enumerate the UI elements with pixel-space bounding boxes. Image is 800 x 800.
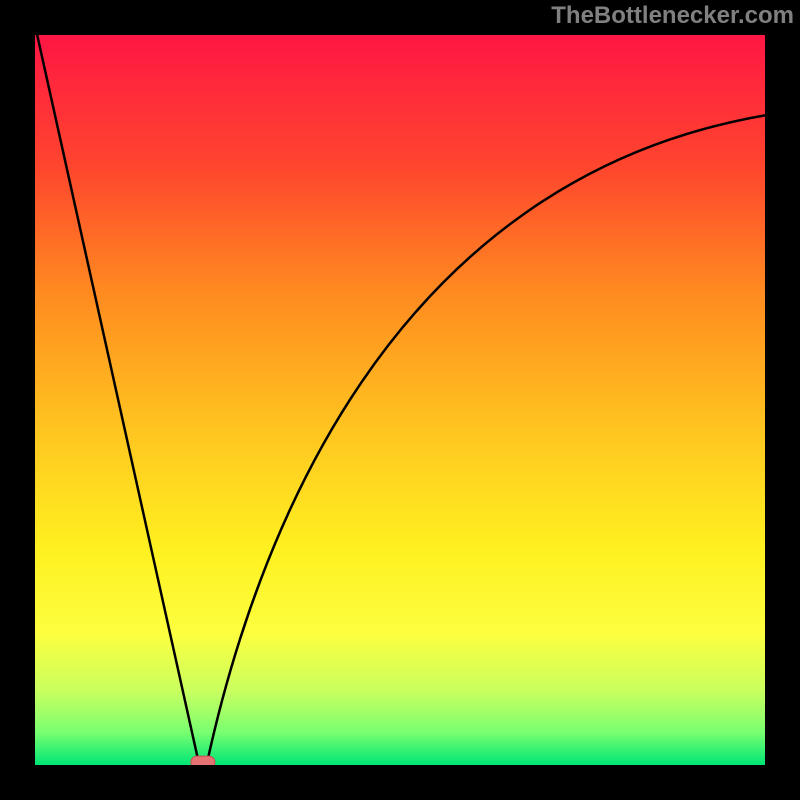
- valley-marker: [191, 756, 215, 765]
- attribution-text: TheBottlenecker.com: [551, 2, 794, 30]
- plot-area: [35, 35, 765, 765]
- chart-container: TheBottlenecker.com: [0, 0, 800, 800]
- curve-overlay: [35, 35, 765, 765]
